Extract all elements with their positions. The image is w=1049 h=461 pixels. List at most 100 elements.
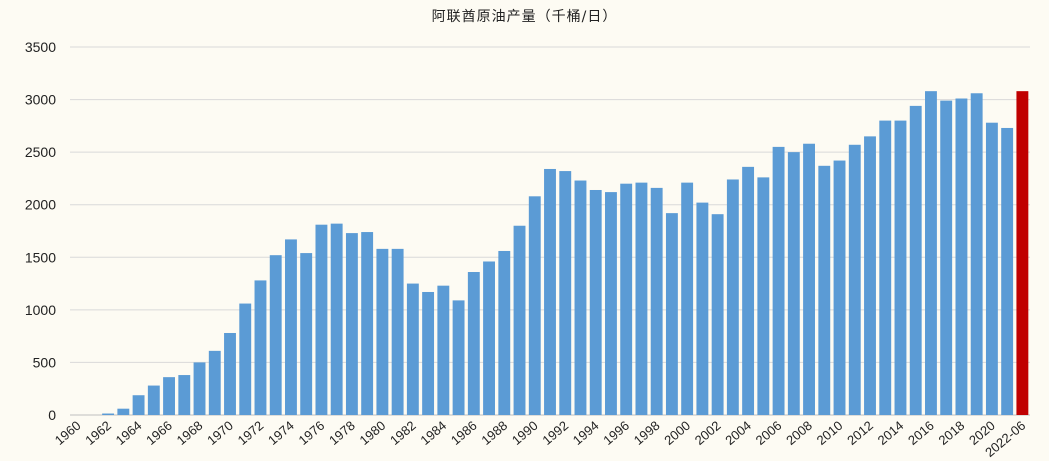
bar-1999	[665, 213, 678, 415]
x-tick-label: 1984	[417, 418, 449, 448]
bar-2011	[848, 144, 861, 415]
bar-1967	[178, 375, 191, 415]
y-tick-label: 1000	[25, 302, 56, 318]
bar-1984	[437, 285, 450, 415]
x-tick-label: 1996	[600, 418, 632, 448]
bar-1971	[239, 303, 252, 415]
bar-1972	[254, 280, 267, 415]
x-tick-label: 1992	[539, 418, 571, 448]
bar-2010	[833, 160, 846, 415]
x-tick-label: 2018	[936, 418, 968, 448]
bar-2000	[681, 182, 694, 415]
x-tick-label: 2004	[722, 418, 754, 448]
bar-1985	[452, 300, 465, 415]
bar-1962	[102, 413, 115, 415]
x-tick-label: 1970	[204, 418, 236, 448]
bar-1982	[406, 283, 419, 415]
bar-1969	[208, 350, 221, 415]
x-tick-label: 1974	[265, 418, 297, 448]
bar-1995	[605, 192, 617, 415]
bar-1991	[544, 168, 556, 415]
bar-2015	[909, 105, 922, 415]
bar-1998	[650, 187, 663, 415]
bar-2006	[772, 146, 785, 415]
bar-2022-06	[1016, 91, 1029, 415]
bar-1973	[269, 255, 282, 415]
bar-1981	[391, 248, 404, 415]
x-tick-label: 1994	[570, 418, 602, 448]
bar-1968	[193, 362, 206, 415]
bar-1988	[498, 250, 511, 415]
x-tick-label: 1978	[326, 418, 358, 448]
bar-1976	[315, 224, 328, 415]
x-tick-label: 1988	[478, 418, 510, 448]
bar-1987	[483, 261, 495, 415]
bar-2002	[711, 214, 724, 415]
chart-title: 阿联酋原油产量（千桶/日）	[431, 9, 618, 25]
x-tick-label: 2006	[753, 418, 785, 448]
x-tick-label: 1966	[143, 418, 175, 448]
x-tick-label: 1962	[82, 418, 114, 448]
bar-1990	[528, 196, 541, 415]
x-tick-label: 1964	[113, 418, 145, 448]
x-tick-label: 1986	[448, 418, 480, 448]
bar-1992	[559, 171, 572, 415]
bar-1978	[345, 233, 358, 415]
bar-2016	[925, 91, 937, 415]
x-tick-label: 2002	[692, 418, 724, 448]
bar-2001	[696, 202, 709, 415]
bar-1975	[300, 253, 313, 415]
x-tick-label: 2012	[844, 418, 876, 448]
bar-1996	[620, 183, 633, 415]
y-tick-label: 0	[48, 407, 56, 423]
x-tick-label: 1976	[296, 418, 328, 448]
x-tick-label: 1982	[387, 418, 419, 448]
bar-1965	[147, 385, 160, 415]
bar-1983	[422, 291, 435, 415]
x-tick-label: 2000	[661, 418, 693, 448]
bar-1966	[163, 377, 175, 415]
bar-2004	[742, 166, 755, 415]
x-tick-label: 1972	[235, 418, 267, 448]
bar-2018	[955, 98, 968, 416]
bar-2013	[879, 120, 892, 415]
bar-1963	[117, 408, 130, 415]
bar-1997	[635, 182, 648, 415]
y-tick-label: 500	[33, 354, 57, 370]
x-tick-label: 1990	[509, 418, 541, 448]
bar-1989	[513, 225, 526, 415]
x-tick-label: 2010	[814, 418, 846, 448]
bar-1970	[224, 332, 236, 415]
bar-1974	[285, 239, 297, 415]
bar-1986	[467, 272, 480, 415]
bar-1993	[574, 180, 587, 415]
bar-1979	[361, 232, 374, 415]
bar-2020	[985, 122, 998, 415]
y-tick-label: 2500	[25, 144, 56, 160]
bar-2017	[940, 100, 953, 416]
bar-2007	[787, 152, 800, 415]
bar-2008	[803, 143, 815, 416]
y-tick-label: 3500	[25, 39, 56, 55]
y-tick-label: 3000	[25, 92, 56, 108]
bar-2019	[970, 93, 983, 415]
bar-2021	[1001, 127, 1014, 416]
x-tick-label: 1960	[52, 418, 84, 448]
x-tick-label: 2014	[875, 418, 907, 448]
y-tick-label: 2000	[25, 197, 56, 213]
bar-1964	[132, 395, 145, 415]
bar-1994	[589, 189, 602, 415]
bar-1977	[330, 223, 343, 415]
bar-2003	[726, 179, 739, 415]
x-tick-label: 2008	[783, 418, 815, 448]
x-tick-label: 2016	[905, 418, 937, 448]
x-tick-label: 1968	[174, 418, 206, 448]
bar-2005	[757, 177, 770, 415]
x-tick-label: 1998	[631, 418, 663, 448]
bar-2014	[894, 120, 907, 415]
x-tick-label: 1980	[357, 418, 389, 448]
y-tick-label: 1500	[25, 249, 56, 265]
bar-1980	[376, 248, 389, 415]
